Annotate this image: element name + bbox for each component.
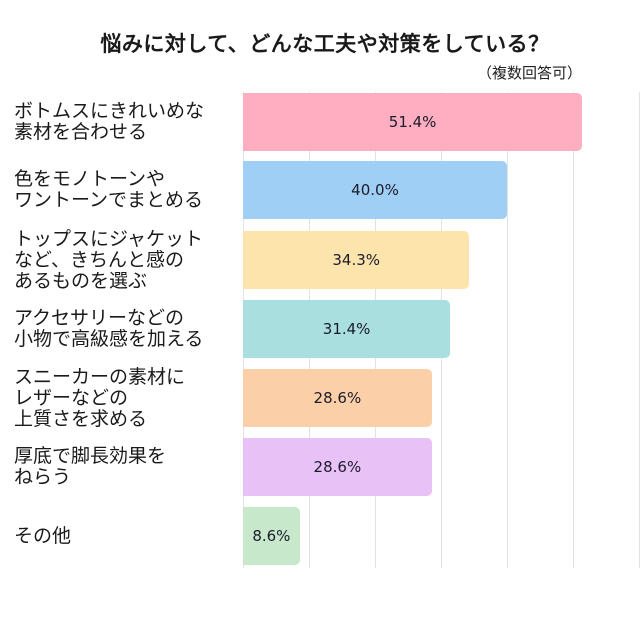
chart-subtitle: （複数回答可） <box>476 64 582 82</box>
bar-value-label: 31.4% <box>322 320 371 338</box>
plot-area: 51.4% 40.0% 34.3% 31.4% 28.6% 28.6% 8.6% <box>243 92 640 568</box>
gridline <box>573 92 574 568</box>
category-label: その他 <box>14 525 72 547</box>
bar: 34.3% <box>243 231 470 289</box>
category-label: トップスにジャケット など、きちんと感の あるものを選ぶ <box>14 228 204 292</box>
gridline <box>507 92 508 568</box>
category-label: アクセサリーなどの 小物で高級感を加える <box>14 307 204 350</box>
bar-value-label: 28.6% <box>313 458 362 476</box>
bar-value-label: 8.6% <box>252 527 291 545</box>
category-label: 色をモノトーンや ワントーンでまとめる <box>14 168 204 211</box>
bar: 40.0% <box>243 161 507 219</box>
category-label: スニーカーの素材に レザーなどの 上質さを求める <box>14 366 186 430</box>
bar: 51.4% <box>243 93 583 151</box>
bar-value-label: 28.6% <box>313 389 362 407</box>
bar: 28.6% <box>243 438 432 496</box>
bar-value-label: 51.4% <box>388 113 437 131</box>
bar-value-label: 34.3% <box>332 251 381 269</box>
bar: 31.4% <box>243 300 451 358</box>
chart-title: 悩みに対して、どんな工夫や対策をしている？ <box>100 32 550 56</box>
category-label: ボトムスにきれいめな 素材を合わせる <box>14 100 205 143</box>
bar: 8.6% <box>243 507 300 565</box>
category-label: 厚底で脚長効果を ねらう <box>14 445 167 488</box>
bar-value-label: 40.0% <box>351 181 399 199</box>
bar: 28.6% <box>243 369 432 427</box>
